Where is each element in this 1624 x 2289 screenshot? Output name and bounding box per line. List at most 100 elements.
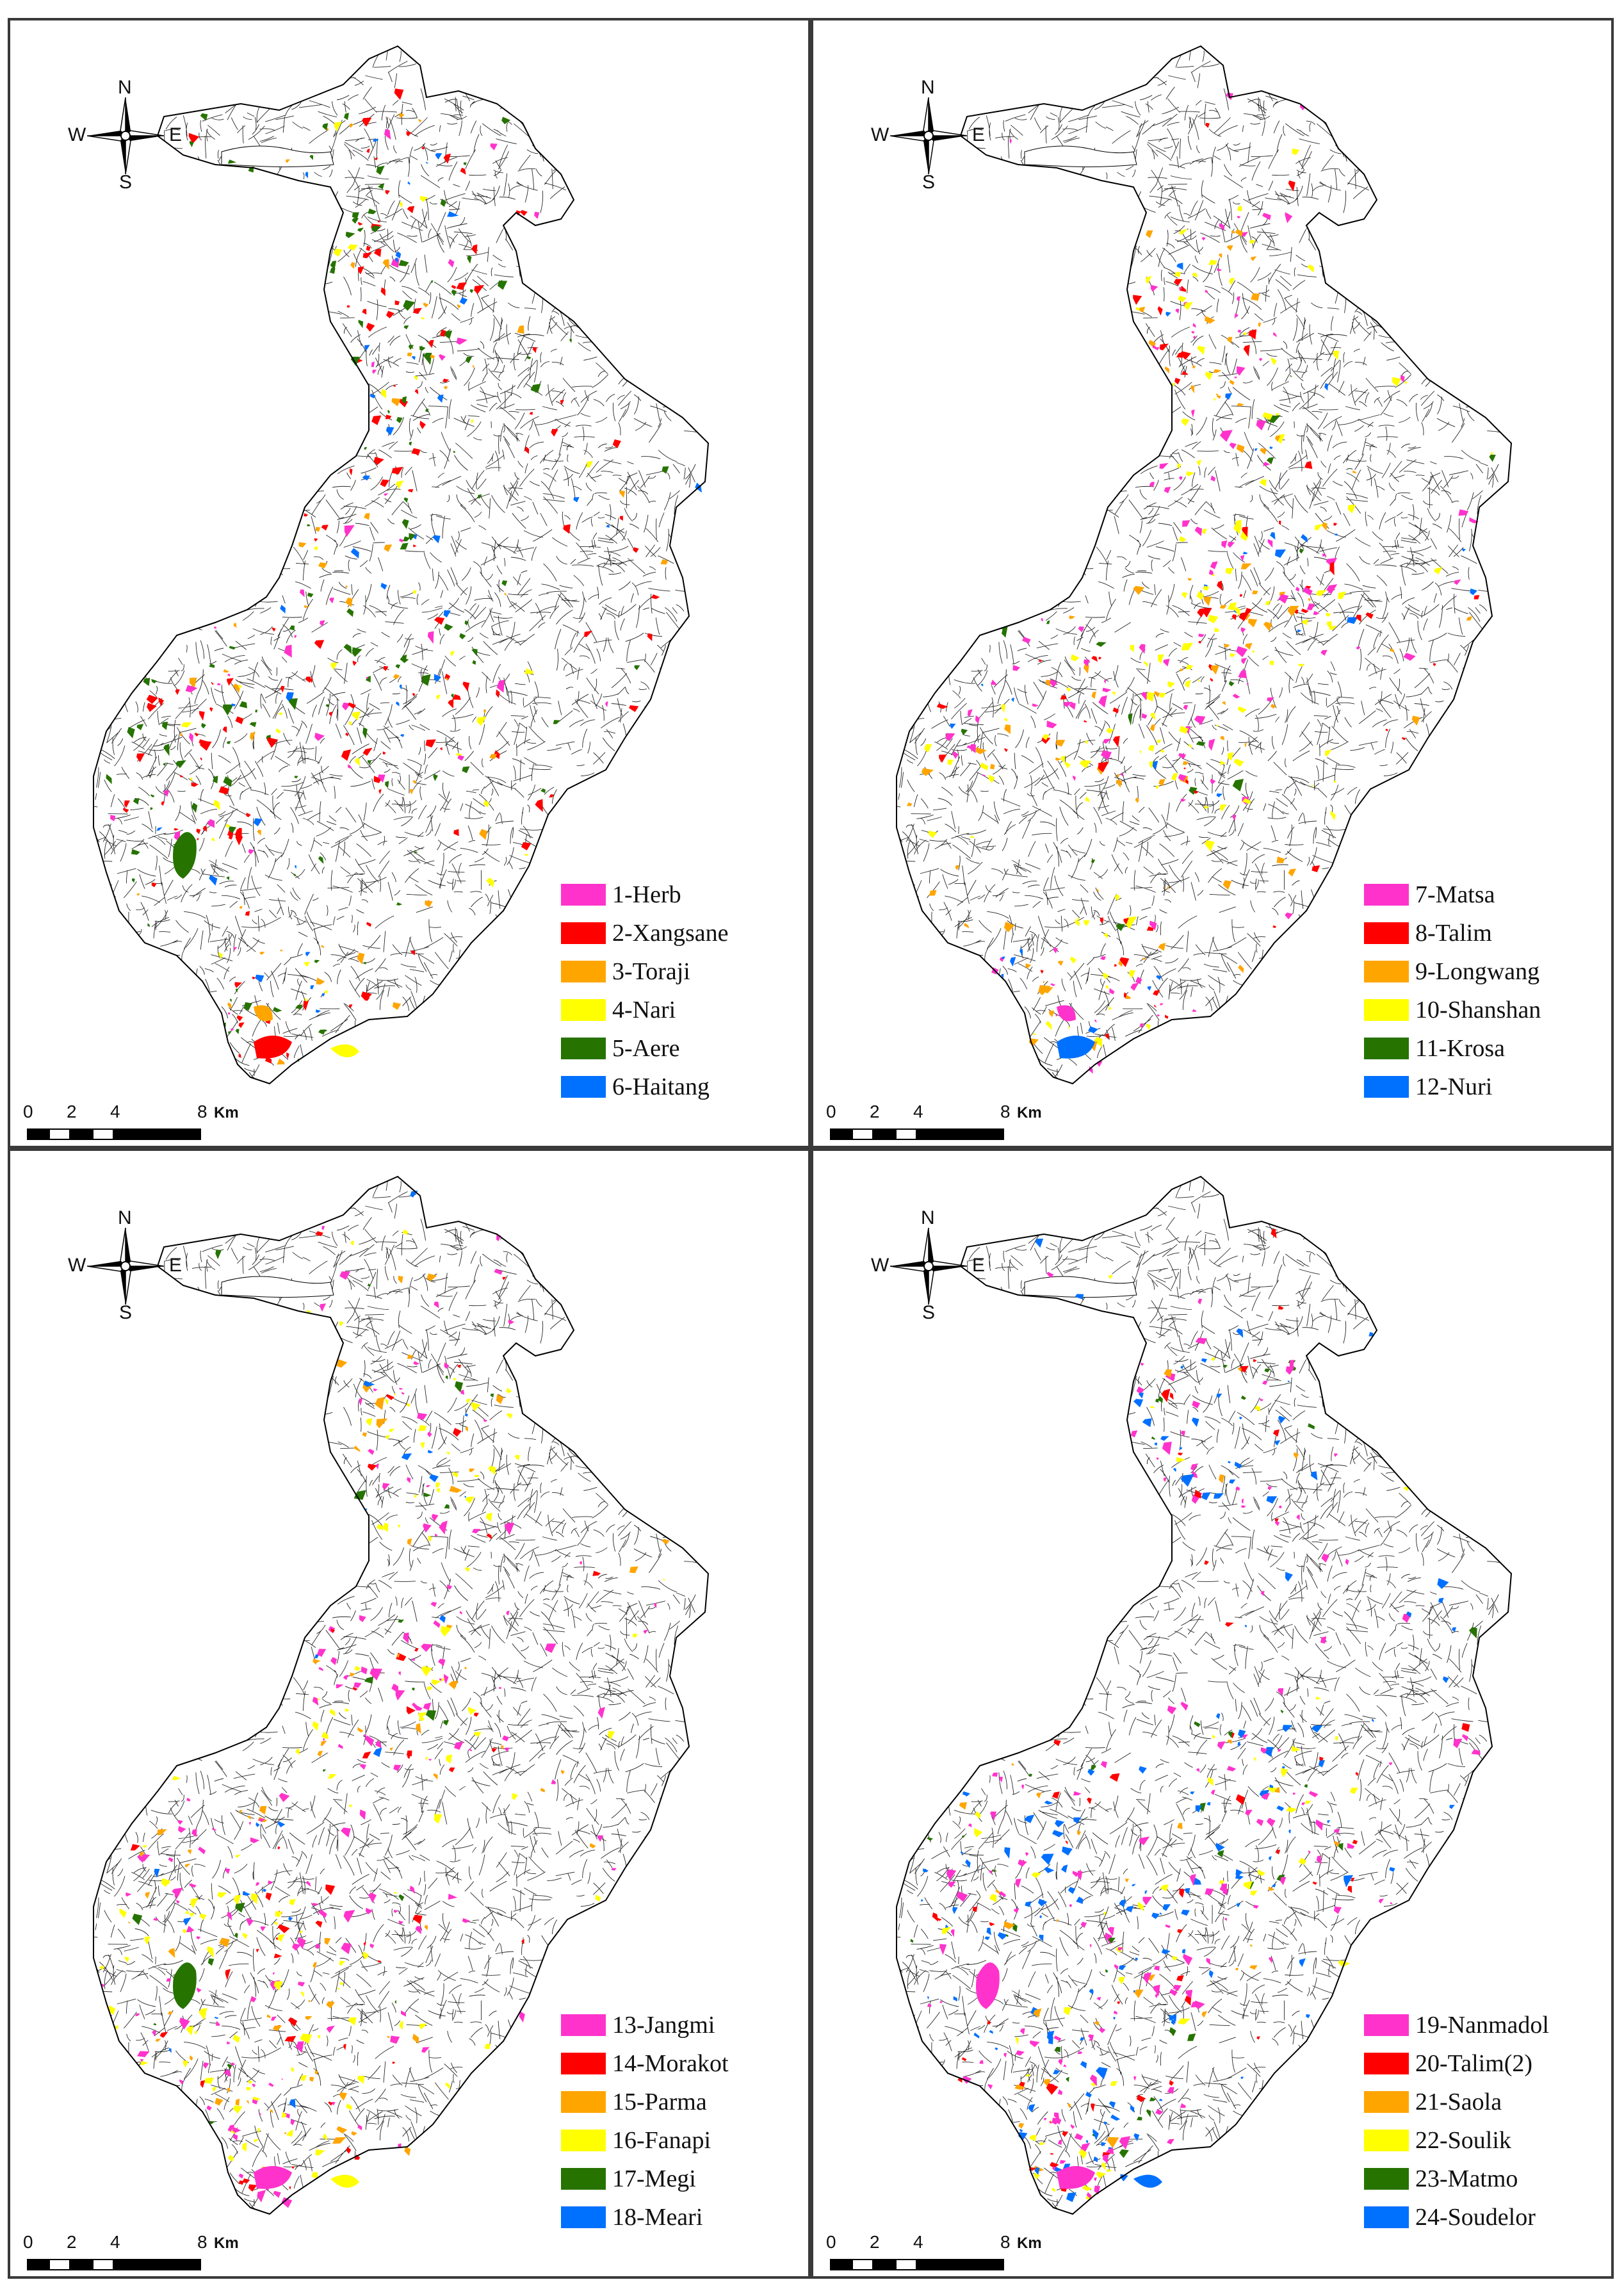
map-panel-3: N S W E 13-Jangmi 14-Morakot 15-Parma 16-Fanapi… — [8, 1148, 811, 2279]
legend-swatch — [561, 999, 606, 1021]
legend-label: 7-Matsa — [1415, 881, 1495, 908]
legend-swatch — [1364, 2053, 1409, 2074]
scale-tick-label: 2 — [870, 1102, 880, 1121]
watershed-boundary — [896, 1175, 1513, 2215]
scale-units: Km — [214, 1104, 239, 1121]
scale-tick-label: 8 — [1000, 2232, 1011, 2252]
scale-segment — [114, 2259, 201, 2270]
map-panel-4: N S W E 19-Nanmadol 20-Talim(2) 21-Saola 22-Sou… — [811, 1148, 1614, 2279]
scale-tick-label: 2 — [67, 1102, 77, 1121]
legend: 7-Matsa 8-Talim 9-Longwang 10-Shanshan 11-Kr… — [1364, 876, 1607, 1106]
scale-tick-label: 8 — [1000, 1102, 1011, 1121]
legend-label: 3-Toraji — [612, 958, 690, 985]
legend-label: 6-Haitang — [612, 1073, 710, 1100]
legend-label: 17-Megi — [612, 2165, 696, 2192]
compass-label-s: S — [119, 1302, 133, 1323]
landslide-patches — [99, 1190, 670, 2208]
scale-segment — [895, 2259, 917, 2270]
scale-segment — [830, 1128, 852, 1140]
legend-item: 3-Toraji — [561, 952, 804, 991]
legend-item: 1-Herb — [561, 876, 804, 914]
map-panel-1: N S W E 1-Herb 2-Xangsane 3-Toraji 4-Nari 5-Aere… — [8, 18, 811, 1148]
scale-segment — [830, 2259, 852, 2270]
legend-swatch — [1364, 999, 1409, 1021]
legend-label: 4-Nari — [612, 997, 676, 1023]
legend-label: 10-Shanshan — [1415, 997, 1541, 1023]
slope-unit-boundaries — [897, 1177, 1503, 2211]
legend-item: 7-Matsa — [1364, 876, 1607, 914]
scale-segment — [92, 1128, 114, 1140]
scale-tick-label: 4 — [110, 2232, 120, 2252]
scale-tick-label: 4 — [110, 1102, 120, 1121]
compass-label-e: E — [972, 1255, 986, 1276]
legend-item: 14-Morakot — [561, 2044, 804, 2083]
legend-item: 20-Talim(2) — [1364, 2044, 1607, 2083]
compass-label-w: W — [871, 1255, 889, 1276]
legend-label: 12-Nuri — [1415, 1073, 1493, 1100]
legend-swatch — [561, 2206, 606, 2228]
legend-swatch — [1364, 2091, 1409, 2113]
legend: 1-Herb 2-Xangsane 3-Toraji 4-Nari 5-Aere 6-Ha… — [561, 876, 804, 1106]
legend-swatch — [561, 1076, 606, 1098]
compass-label-n: N — [118, 1207, 132, 1228]
legend-item: 16-Fanapi — [561, 2121, 804, 2160]
scale-tick-label: 0 — [826, 1102, 836, 1121]
legend-item: 9-Longwang — [1364, 952, 1607, 991]
watershed-map — [896, 45, 1513, 1085]
legend-swatch — [1364, 1076, 1409, 1098]
compass-label-n: N — [921, 1207, 935, 1228]
scale-segment — [873, 2259, 895, 2270]
compass-label-n: N — [921, 77, 935, 98]
scale-tick-label: 8 — [197, 2232, 207, 2252]
legend-item: 6-Haitang — [561, 1068, 804, 1106]
legend-label: 14-Morakot — [612, 2050, 729, 2077]
legend-item: 13-Jangmi — [561, 2006, 804, 2044]
legend-item: 22-Soulik — [1364, 2121, 1607, 2160]
legend-swatch — [1364, 2130, 1409, 2151]
legend-swatch — [1364, 2206, 1409, 2228]
legend-item: 5-Aere — [561, 1029, 804, 1068]
legend-item: 24-Soudelor — [1364, 2198, 1607, 2236]
watershed-map — [93, 1175, 710, 2215]
legend-swatch — [561, 884, 606, 906]
watershed-boundary — [93, 45, 710, 1085]
legend-swatch — [561, 2014, 606, 2036]
compass-label-w: W — [871, 124, 889, 145]
scale-segment — [70, 1128, 92, 1140]
scale-bar: 0 2 4 8 Km — [826, 1102, 1060, 1146]
scale-segment — [49, 1128, 70, 1140]
landslide-patches — [907, 92, 1496, 1074]
watershed-boundary — [896, 45, 1513, 1085]
compass-label-n: N — [118, 77, 132, 98]
scale-tick-label: 0 — [826, 2232, 836, 2252]
scale-tick-label: 2 — [67, 2232, 77, 2252]
legend-label: 15-Parma — [612, 2089, 707, 2115]
legend-label: 19-Nanmadol — [1415, 2012, 1549, 2039]
scale-segment — [895, 1128, 917, 1140]
compass-label-e: E — [169, 1255, 183, 1276]
legend-swatch — [561, 2168, 606, 2190]
scale-segment — [852, 1128, 873, 1140]
landslide-patches — [910, 1229, 1481, 2203]
legend-label: 16-Fanapi — [612, 2127, 711, 2154]
legend-label: 5-Aere — [612, 1035, 680, 1062]
legend-item: 17-Megi — [561, 2160, 804, 2198]
north-arrow-icon: N S W E — [68, 78, 183, 193]
legend-item: 4-Nari — [561, 991, 804, 1029]
scale-segment — [852, 2259, 873, 2270]
legend-label: 20-Talim(2) — [1415, 2050, 1533, 2077]
north-arrow-icon: N S W E — [68, 1209, 183, 1324]
scale-segment — [92, 2259, 114, 2270]
watershed-map — [896, 1175, 1513, 2215]
scale-units: Km — [1017, 2235, 1042, 2252]
north-arrow-icon: N S W E — [871, 1209, 986, 1324]
legend-item: 10-Shanshan — [1364, 991, 1607, 1029]
legend-item: 2-Xangsane — [561, 914, 804, 952]
legend-item: 15-Parma — [561, 2083, 804, 2121]
scale-segment — [27, 1128, 49, 1140]
legend-label: 1-Herb — [612, 881, 681, 908]
scale-tick-label: 4 — [913, 1102, 923, 1121]
scale-segment — [917, 1128, 1004, 1140]
landslide-patches — [106, 88, 702, 1065]
